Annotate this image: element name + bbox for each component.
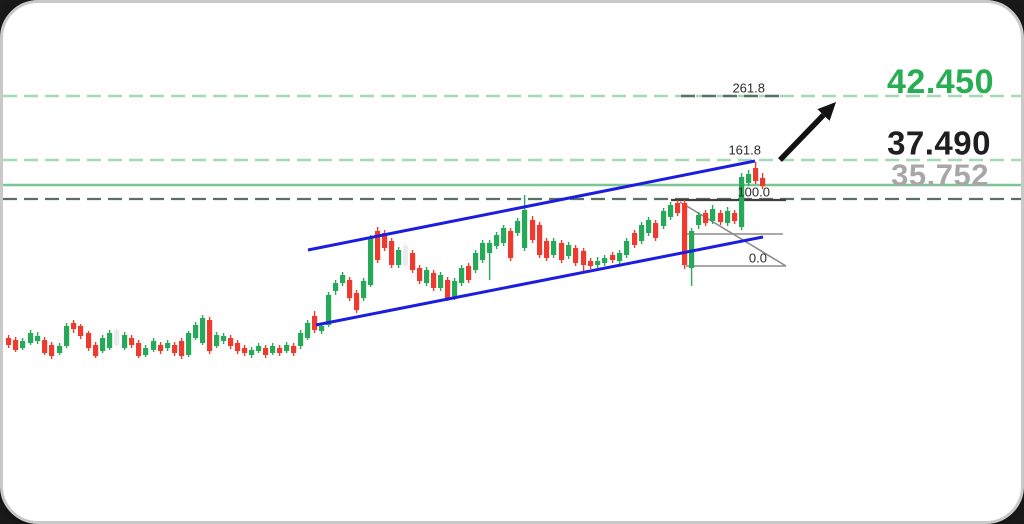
fib-level-261-8: 261.8 <box>732 80 765 96</box>
current-price-label: 35.752 <box>891 157 989 193</box>
fib-level-0-0: 0.0 <box>748 250 767 266</box>
candlestick-chart: 261.8 161.8 100.0 0.0 42.450 37.490 35.7… <box>3 3 1021 521</box>
breakout-arrow-head <box>817 102 836 121</box>
price-target-upper: 42.450 <box>887 63 994 101</box>
price-target-lower: 37.490 <box>887 124 991 162</box>
fib-level-100-0: 100.0 <box>737 184 770 200</box>
breakout-arrow <box>778 113 826 162</box>
chart-canvas <box>3 94 1021 359</box>
fib-level-161-8: 161.8 <box>728 142 761 158</box>
